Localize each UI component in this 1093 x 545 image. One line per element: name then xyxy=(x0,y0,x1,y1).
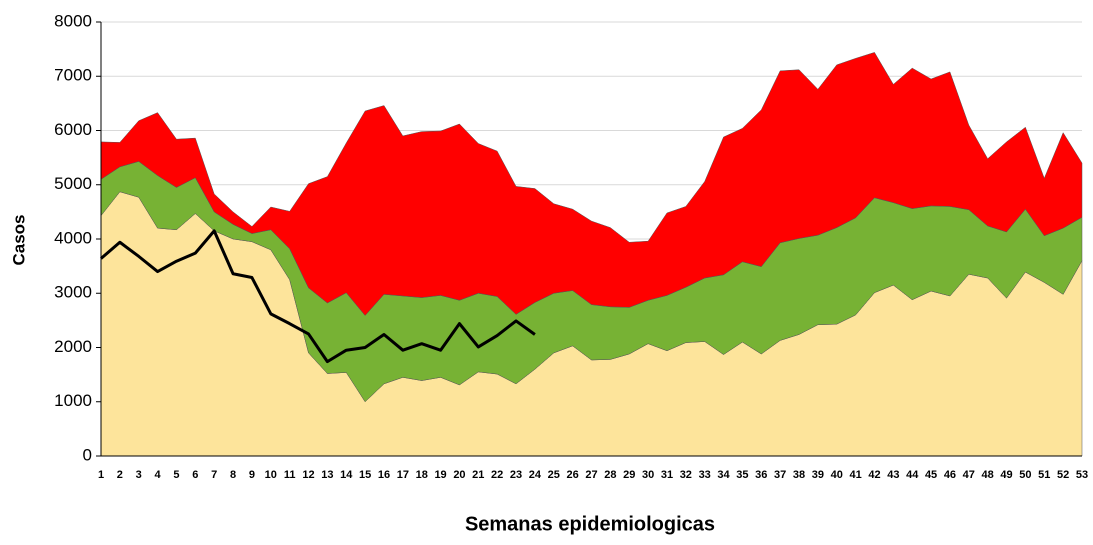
x-tick-label: 13 xyxy=(321,469,333,481)
y-tick-label: 0 xyxy=(83,445,92,464)
x-tick-label: 50 xyxy=(1019,469,1031,481)
x-tick-label: 19 xyxy=(434,469,446,481)
x-tick-label: 37 xyxy=(774,469,786,481)
x-tick-label: 41 xyxy=(849,469,861,481)
x-tick-label: 44 xyxy=(906,469,919,481)
x-tick-label: 39 xyxy=(812,469,824,481)
x-tick-label: 12 xyxy=(302,469,314,481)
x-tick-label: 2 xyxy=(117,469,123,481)
x-tick-label: 47 xyxy=(963,469,975,481)
x-tick-label: 22 xyxy=(491,469,503,481)
line xyxy=(100,229,536,364)
x-tick-label: 51 xyxy=(1038,469,1050,481)
x-tick-label: 43 xyxy=(887,469,899,481)
y-tick-label: 7000 xyxy=(54,66,92,85)
x-tick-label: 24 xyxy=(529,469,542,481)
x-tick-label: 9 xyxy=(249,469,255,481)
x-tick-label: 4 xyxy=(155,469,162,481)
x-tick-label: 31 xyxy=(661,469,673,481)
x-tick-label: 34 xyxy=(717,469,730,481)
x-tick-label: 36 xyxy=(755,469,767,481)
x-tick-label: 6 xyxy=(192,469,198,481)
x-tick-label: 5 xyxy=(173,469,179,481)
x-tick-label: 46 xyxy=(944,469,956,481)
x-tick-label: 23 xyxy=(510,469,522,481)
x-tick-label: 53 xyxy=(1076,469,1088,481)
x-tick-label: 27 xyxy=(585,469,597,481)
x-tick-label: 45 xyxy=(925,469,937,481)
x-tick-label: 1 xyxy=(98,469,104,481)
x-tick-label: 17 xyxy=(397,469,409,481)
x-tick-label: 32 xyxy=(680,469,692,481)
x-tick-label: 14 xyxy=(340,469,353,481)
x-tick-label: 26 xyxy=(567,469,579,481)
y-tick-label: 4000 xyxy=(54,228,92,247)
y-tick-label: 2000 xyxy=(54,337,92,356)
x-tick-label: 25 xyxy=(548,469,560,481)
x-tick-label: 28 xyxy=(604,469,616,481)
y-tick-label: 5000 xyxy=(54,174,92,193)
x-tick-label: 33 xyxy=(699,469,711,481)
x-tick-label: 20 xyxy=(453,469,465,481)
x-tick-label: 21 xyxy=(472,469,484,481)
y-tick-label: 3000 xyxy=(54,283,92,302)
x-tick-label: 16 xyxy=(378,469,390,481)
area-band xyxy=(100,52,1083,316)
x-tick-label: 40 xyxy=(831,469,843,481)
x-axis-label: Semanas epidemiologicas xyxy=(465,513,715,535)
x-tick-label: 49 xyxy=(1000,469,1012,481)
x-tick-label: 30 xyxy=(642,469,654,481)
x-tick-label: 15 xyxy=(359,469,371,481)
x-tick-label: 48 xyxy=(982,469,994,481)
y-tick-label: 1000 xyxy=(54,391,92,410)
x-tick-label: 7 xyxy=(211,469,217,481)
x-tick-label: 38 xyxy=(793,469,805,481)
x-tick-label: 42 xyxy=(868,469,880,481)
y-axis-label: Casos xyxy=(9,214,28,265)
x-tick-label: 35 xyxy=(736,469,748,481)
x-tick-label: 52 xyxy=(1057,469,1069,481)
x-tick-label: 10 xyxy=(265,469,277,481)
y-tick-label: 6000 xyxy=(54,120,92,139)
x-tick-label: 18 xyxy=(416,469,428,481)
x-tick-label: 29 xyxy=(623,469,635,481)
x-tick-label: 8 xyxy=(230,469,236,481)
y-tick-label: 8000 xyxy=(54,11,92,30)
x-tick-label: 3 xyxy=(136,469,142,481)
x-tick-label: 11 xyxy=(284,469,296,481)
